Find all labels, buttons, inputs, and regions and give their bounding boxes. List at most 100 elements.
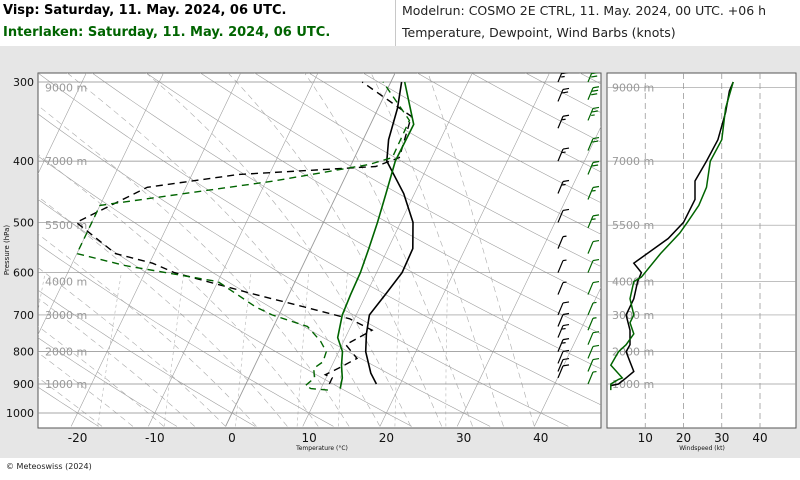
wind-barb-staff: [587, 87, 594, 100]
isotherm-line: [379, 73, 550, 427]
wind-barb-flag: [592, 73, 599, 75]
wind-barb-staff: [557, 365, 564, 379]
wind-barb-staff: [587, 317, 594, 331]
wind-barb-staff: [557, 325, 564, 338]
wind-barb-interlaken: [587, 317, 597, 331]
moist-adiabat-line: [38, 153, 319, 427]
wind-barb-flag: [562, 357, 570, 361]
wind-barb-half-flag: [562, 259, 567, 262]
windspeed-height-label: 7000 m: [612, 155, 654, 168]
mixing-ratio-line: [445, 272, 449, 427]
wind-barb-staff: [587, 346, 594, 359]
isotherm-line: [38, 73, 87, 175]
isotherm-line: [456, 125, 601, 427]
wind-barb-staff: [587, 138, 594, 151]
wind-barb-staff: [557, 116, 564, 129]
windspeed-axis-label: Windspeed (kt): [679, 445, 725, 452]
moist-adiabat-line: [66, 73, 381, 427]
wind-barb-staff: [557, 359, 564, 372]
wind-barb-flag: [562, 349, 570, 353]
height-label: 7000 m: [45, 155, 87, 168]
wind-barb-staff: [587, 359, 594, 372]
wind-barb-flag: [562, 87, 570, 91]
wind-barb-flag: [562, 338, 570, 341]
wind-barb-flag: [591, 75, 598, 78]
wind-barb-staff: [587, 215, 594, 229]
dry-adiabat-line: [38, 113, 569, 427]
wind-barb-flag: [562, 91, 569, 94]
windspeed-panel: [606, 72, 797, 429]
wind-barb-flag: [592, 160, 600, 164]
pressure-tick-label: 900: [13, 378, 34, 391]
wind-barb-flag: [563, 69, 569, 70]
wind-barb-staff: [557, 181, 564, 194]
wind-barb-half-flag: [562, 118, 566, 121]
temperature-tick-label: -10: [145, 431, 165, 445]
dry-adiabat-line: [38, 386, 99, 427]
skew-t-panel: [37, 72, 602, 429]
height-label: 2000 m: [45, 346, 87, 359]
wind-barb-visp: [557, 87, 570, 102]
wind-barb-staff: [587, 371, 594, 385]
wind-barb-interlaken: [587, 160, 600, 175]
wind-barb-interlaken: [587, 301, 597, 316]
wind-barb-flag: [592, 140, 599, 143]
pressure-tick-label: 400: [13, 155, 34, 168]
wind-barb-flag: [592, 106, 600, 110]
wind-barb-flag: [592, 344, 600, 348]
wind-barb-staff: [557, 210, 564, 223]
wind-barb-flag: [562, 323, 570, 327]
modelrun-info: Modelrun: COSMO 2E CTRL, 11. May. 2024, …: [402, 3, 767, 18]
wind-barb-interlaken: [587, 106, 600, 121]
wind-barb-half-flag: [592, 317, 597, 319]
wind-barb-interlaken: [587, 280, 600, 295]
moist-adiabat-line: [38, 233, 257, 427]
dry-adiabat-line: [38, 289, 256, 427]
temperature-line-visp: [364, 81, 414, 385]
pressure-tick-label: 700: [13, 309, 34, 322]
windspeed-tick-label: 10: [638, 431, 653, 445]
wind-barb-flag: [592, 86, 600, 89]
height-label: 5500 m: [45, 219, 87, 232]
wind-barb-interlaken: [587, 258, 600, 273]
windspeed-tick-label: 30: [714, 431, 729, 445]
dry-adiabat-line: [38, 73, 601, 406]
wind-barb-flag: [592, 136, 600, 140]
temperature-tick-label: 30: [456, 431, 471, 445]
windspeed-height-label: 5500 m: [612, 219, 654, 232]
wind-barb-half-flag: [562, 281, 567, 284]
dry-adiabat-line: [362, 73, 601, 204]
wind-barb-flag: [562, 208, 570, 212]
wind-barb-visp: [557, 259, 567, 273]
wind-barb-flag: [592, 280, 600, 284]
wind-barb-visp: [557, 179, 570, 194]
wind-barb-flag: [562, 301, 570, 304]
windspeed-tick-label: 40: [752, 431, 767, 445]
wind-barb-half-flag: [562, 327, 566, 330]
wind-barb-flag: [592, 89, 599, 92]
wind-barb-flag: [591, 93, 598, 96]
wind-barb-staff: [557, 73, 563, 83]
wind-barb-visp: [557, 147, 570, 162]
mixing-ratio-line: [394, 272, 401, 427]
copyright-footer: © Meteoswiss (2024): [6, 462, 92, 471]
wind-barb-flag: [562, 179, 570, 183]
dry-adiabat-line: [254, 73, 601, 267]
wind-barb-staff: [557, 282, 564, 295]
dry-adiabat-line: [38, 199, 412, 427]
wind-barb-flag: [592, 258, 600, 262]
temperature-tick-label: 0: [228, 431, 236, 445]
wind-barb-half-flag: [592, 301, 597, 304]
header-separator: [395, 0, 396, 46]
chart-description: Temperature, Dewpoint, Wind Barbs (knots…: [402, 25, 676, 40]
moist-adiabat-line: [227, 73, 442, 427]
height-label: 9000 m: [45, 81, 87, 94]
mixing-ratio-line: [296, 272, 310, 427]
isotherm-line: [225, 73, 396, 427]
dry-adiabat-line: [38, 243, 334, 427]
wind-barb-visp: [557, 208, 570, 223]
wind-barb-staff: [587, 162, 594, 175]
temperature-tick-label: -20: [68, 431, 88, 445]
wind-barb-visp: [557, 349, 570, 364]
wind-barb-staff: [557, 351, 564, 364]
